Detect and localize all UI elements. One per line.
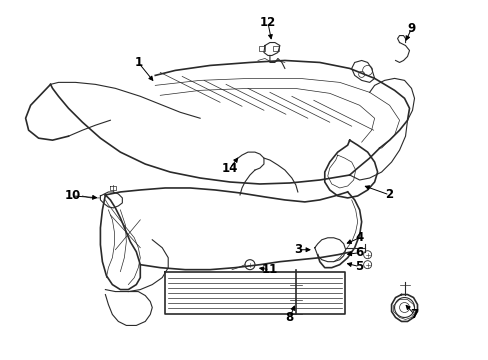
Bar xyxy=(272,45,278,51)
Text: 9: 9 xyxy=(407,22,415,35)
Text: 7: 7 xyxy=(409,308,418,321)
Text: 14: 14 xyxy=(222,162,238,175)
Text: 8: 8 xyxy=(285,311,293,324)
Text: 5: 5 xyxy=(355,260,363,273)
Text: 4: 4 xyxy=(355,231,363,244)
Text: 3: 3 xyxy=(293,243,301,256)
Text: 2: 2 xyxy=(385,188,393,202)
Text: 10: 10 xyxy=(64,189,81,202)
Bar xyxy=(259,45,264,51)
Text: 11: 11 xyxy=(261,263,278,276)
Text: 12: 12 xyxy=(259,16,276,29)
Text: 1: 1 xyxy=(134,56,142,69)
Text: 6: 6 xyxy=(355,246,363,259)
